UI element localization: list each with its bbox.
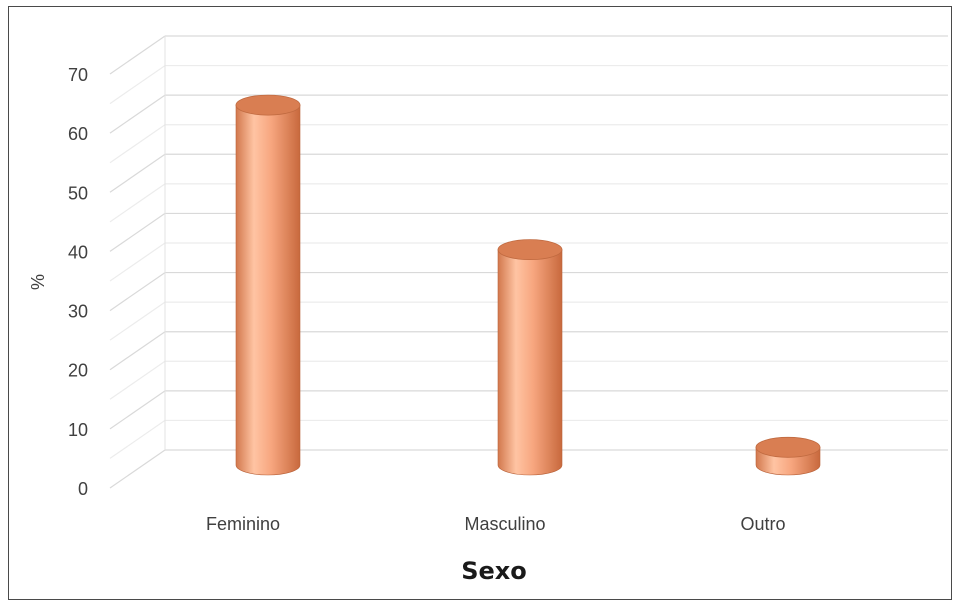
x-category-label: Outro [740,514,785,534]
y-tick-label: 60 [68,124,88,144]
gridline-side [109,301,166,341]
gridline-side [109,390,166,430]
y-tick-label: 20 [68,361,88,381]
y-tick-label: 50 [68,183,88,203]
bar-top [755,436,821,458]
y-tick-label: 30 [68,302,88,322]
bar-body [235,104,301,476]
y-tick-label: 0 [78,479,88,499]
gridline-side [109,94,166,134]
gridline-side [109,65,166,105]
y-axis-ticks: 0 10 20 30 40 50 60 70 [68,65,88,499]
bars [235,94,821,476]
gridline-side [109,419,166,459]
y-tick-label: 10 [68,420,88,440]
x-axis-categories: Feminino Masculino Outro [206,514,786,534]
gridline-side [109,183,166,223]
gridline-side [109,153,166,193]
bar-outro [755,436,821,476]
gridline-side [109,360,166,400]
gridline-side [109,35,166,75]
gridline-side [109,331,166,371]
bar-top [497,239,563,261]
y-axis-label: % [28,274,48,290]
bar-body [497,249,563,476]
x-axis-title: Sexo [461,557,527,585]
x-category-label: Feminino [206,514,280,534]
gridline-side [109,242,166,282]
gridline-side [109,124,166,164]
gridline-side [109,272,166,312]
bar-masculino [497,239,563,476]
gridline-side [109,449,166,489]
y-tick-label: 40 [68,242,88,262]
y-tick-label: 70 [68,65,88,85]
x-category-label: Masculino [464,514,545,534]
bar-top [235,94,301,116]
gridline-side [109,212,166,252]
bar-feminino [235,94,301,476]
